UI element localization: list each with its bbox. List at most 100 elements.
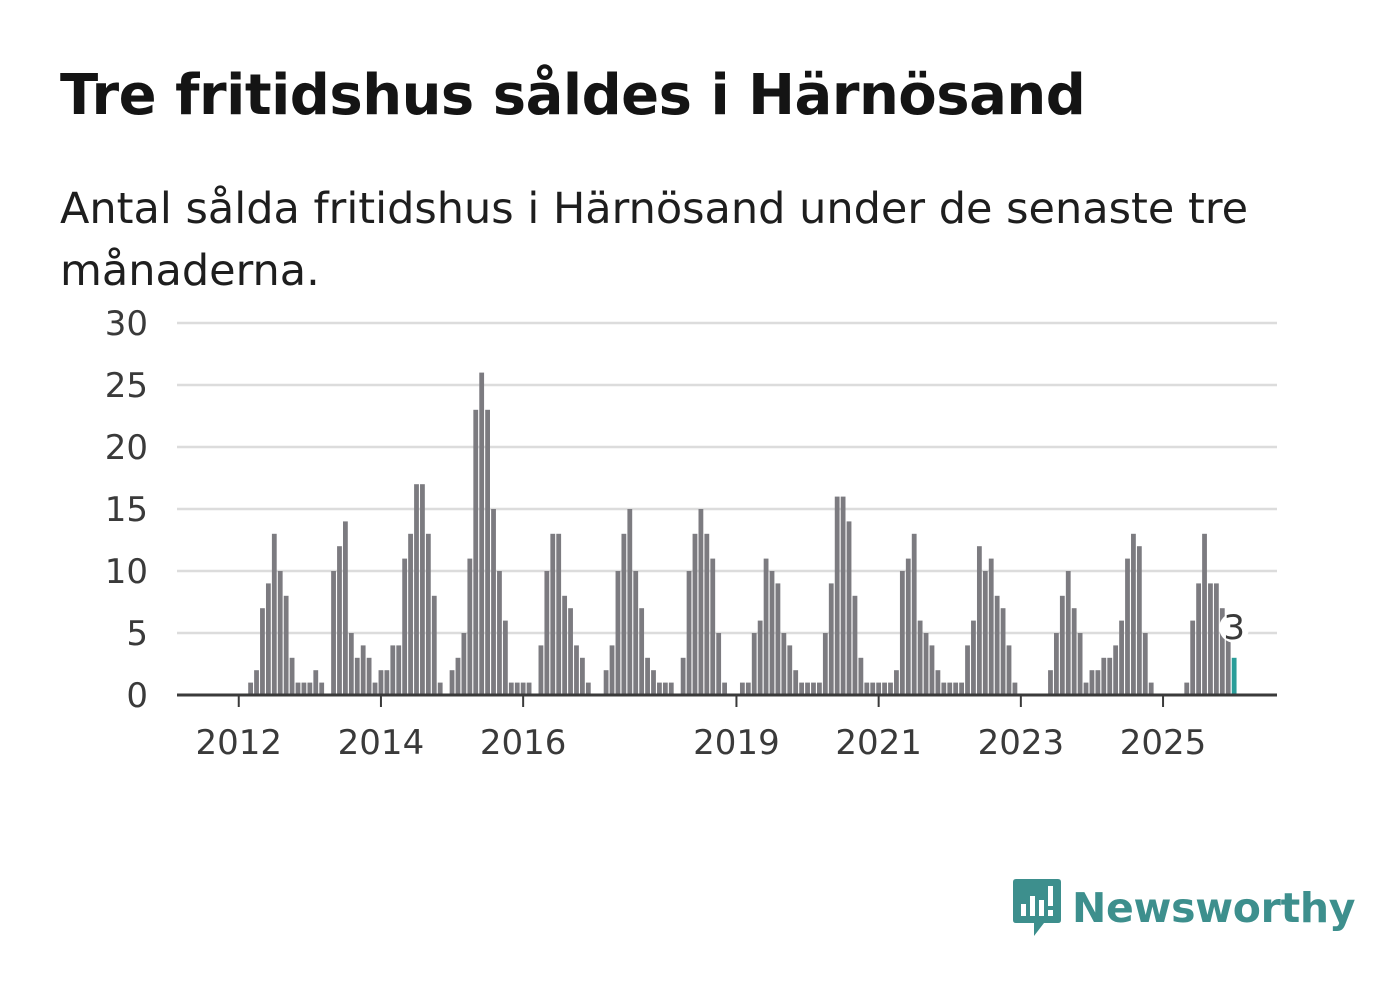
- bar: [378, 670, 384, 695]
- bar: [283, 595, 289, 695]
- bar: [645, 657, 650, 695]
- bar: [461, 633, 467, 695]
- bar: [1048, 670, 1053, 695]
- bar: [793, 670, 799, 695]
- bar: [248, 682, 253, 695]
- x-tick-label: 2021: [835, 723, 922, 763]
- bar: [408, 533, 413, 695]
- bar: [609, 645, 615, 695]
- bar: [840, 496, 846, 695]
- bar: [1113, 645, 1119, 695]
- y-tick-label: 0: [126, 676, 148, 716]
- bar: [882, 682, 887, 695]
- bar: [710, 558, 716, 695]
- bar: [414, 484, 419, 695]
- bar: [1190, 620, 1196, 695]
- y-tick-label: 5: [126, 614, 148, 654]
- bar: [1012, 682, 1018, 695]
- bar: [716, 633, 722, 695]
- bar: [491, 509, 496, 695]
- bar: [769, 571, 775, 695]
- bar: [485, 409, 490, 695]
- bar: [313, 670, 319, 695]
- bar: [360, 645, 366, 695]
- bar: [260, 608, 265, 695]
- bar: [473, 409, 479, 695]
- bar: [366, 657, 372, 695]
- bar: [396, 645, 402, 695]
- x-tick-label: 2025: [1120, 723, 1207, 763]
- bar: [923, 633, 929, 695]
- bar: [775, 583, 781, 695]
- bar: [1054, 633, 1059, 695]
- bar: [959, 682, 964, 695]
- bar: [870, 682, 876, 695]
- bar: [953, 682, 959, 695]
- bar: [319, 682, 325, 695]
- bar: [1142, 633, 1148, 695]
- gridlines: [177, 321, 1277, 635]
- bar: [1006, 645, 1012, 695]
- bar: [289, 657, 295, 695]
- bar: [520, 682, 526, 695]
- bar: [277, 571, 283, 695]
- bar: [1000, 608, 1006, 695]
- y-tick-label: 10: [105, 552, 148, 592]
- bar: [402, 558, 408, 695]
- bar: [295, 682, 301, 695]
- bar: [698, 509, 704, 695]
- value-label: 3: [1223, 608, 1245, 648]
- bar: [1065, 571, 1071, 695]
- bar: [354, 657, 360, 695]
- x-tick-label: 2023: [978, 723, 1065, 763]
- newsworthy-logo[interactable]: Newsworthy: [1010, 876, 1355, 940]
- x-tick-label: 2012: [195, 723, 282, 763]
- bar: [982, 571, 988, 695]
- bar: [1225, 633, 1231, 695]
- bar: [1148, 682, 1154, 695]
- bar: [976, 546, 982, 695]
- bar: [817, 682, 822, 695]
- bar: [337, 546, 342, 695]
- bar: [544, 571, 550, 695]
- x-tick-label: 2014: [338, 723, 425, 763]
- bar: [1089, 670, 1095, 695]
- bar: [1071, 608, 1077, 695]
- bar: [348, 633, 354, 695]
- bar: [568, 608, 573, 695]
- bar: [864, 682, 870, 695]
- bar: [692, 533, 698, 695]
- bar: [331, 571, 336, 695]
- bar: [265, 583, 271, 695]
- bar: [1083, 682, 1089, 695]
- y-tick-label: 20: [105, 428, 148, 468]
- bar: [467, 558, 473, 695]
- bar: [437, 682, 443, 695]
- newsworthy-logo-icon: [1013, 879, 1061, 936]
- bar: [852, 595, 858, 695]
- bar: [799, 682, 805, 695]
- x-tick-label: 2016: [480, 723, 567, 763]
- bar: [1136, 546, 1142, 695]
- bar: [1059, 595, 1065, 695]
- brand-name: Newsworthy: [1072, 884, 1356, 932]
- bar: [911, 533, 917, 695]
- bar: [751, 633, 757, 695]
- chart-subtitle: Antal sålda fritidshus i Härnösand under…: [60, 184, 1249, 296]
- y-axis-ticks: 0 5 10 15 20 25 30: [105, 304, 148, 716]
- bar: [994, 595, 1000, 695]
- bar: [680, 657, 686, 695]
- bar: [1213, 583, 1219, 695]
- bar: [1208, 583, 1213, 695]
- y-tick-label: 15: [105, 490, 148, 530]
- bar: [431, 595, 437, 695]
- bar: [876, 682, 882, 695]
- bar: [805, 682, 810, 695]
- bar: [307, 682, 313, 695]
- bar: [988, 558, 994, 695]
- bar: [745, 682, 751, 695]
- bar: [1125, 558, 1130, 695]
- bar: [704, 533, 710, 695]
- bar: [1184, 682, 1190, 695]
